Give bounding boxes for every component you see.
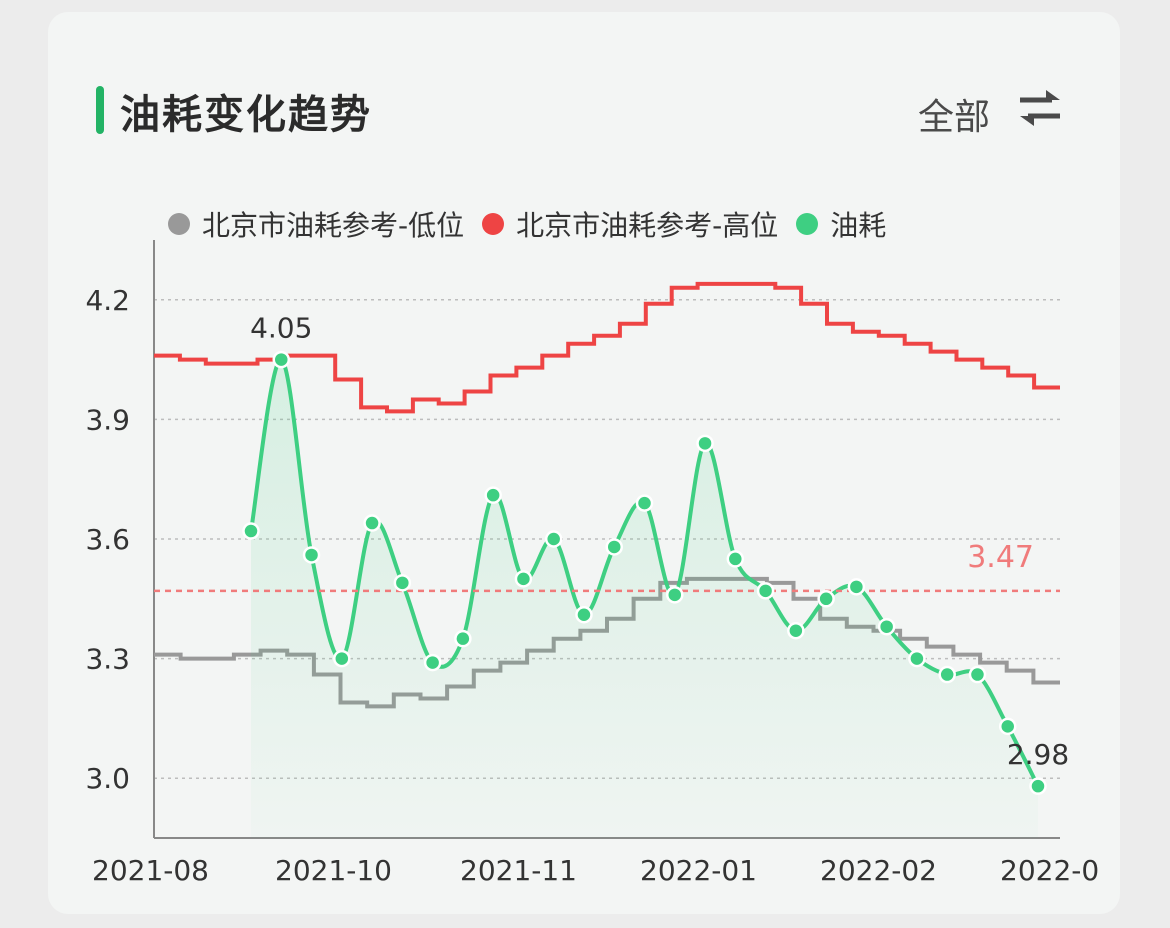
fuel-point-5 [393, 574, 412, 592]
fuel-point-6 [423, 653, 442, 672]
fuel-point-13 [635, 494, 654, 512]
legend-label-low: 北京市油耗参考-低位 [202, 209, 465, 242]
legend-dot-high [482, 213, 505, 235]
legend-item-fuel[interactable]: 油耗 [796, 204, 886, 244]
x-tick-label-1: 2021-10 [275, 854, 392, 887]
fuel-point-12 [605, 538, 623, 556]
fuel-point-2 [302, 546, 321, 564]
fuel-point-19 [817, 590, 835, 608]
chart-legend: 北京市油耗参考-低位 北京市油耗参考-高位 油耗 [168, 204, 988, 244]
legend-label-fuel: 油耗 [830, 209, 887, 242]
fuel-point-23 [938, 665, 956, 684]
fuel-point-22 [908, 649, 926, 668]
x-tick-label-3: 2022-01 [640, 854, 757, 887]
fuel-point-24 [968, 665, 987, 684]
fuel-point-8 [484, 486, 502, 504]
fuel-point-25 [998, 717, 1017, 736]
legend-label-high: 北京市油耗参考-高位 [516, 209, 779, 242]
fuel-point-3 [333, 649, 351, 668]
range-filter-label[interactable]: 全部 [918, 97, 991, 138]
fuel-point-9 [514, 570, 533, 588]
legend-dot-fuel [796, 213, 819, 235]
fuel-point-20 [847, 578, 866, 596]
x-tick-label-4: 2022-02 [820, 854, 937, 887]
fuel-point-10 [544, 530, 563, 548]
y-tick-label-0: 3.0 [85, 762, 130, 795]
y-tick-label-1: 3.3 [85, 643, 130, 676]
max-value-label: 4.05 [250, 312, 312, 345]
title-accent-bar [96, 86, 104, 134]
fuel-trend-chart: 3.0 3.3 3.6 3.9 4.2 2021-08 2021-10 2021-11 2022… [85, 240, 1099, 887]
legend-item-low[interactable]: 北京市油耗参考-低位 [168, 204, 464, 244]
fuel-point-17 [756, 582, 775, 600]
x-tick-label-0: 2021-08 [92, 854, 209, 887]
series-line-high [154, 281, 1060, 414]
fuel-point-1 [272, 350, 291, 369]
y-tick-label-4: 4.2 [85, 284, 130, 317]
fuel-point-14 [666, 586, 684, 604]
x-tick-label-2: 2021-11 [460, 854, 577, 887]
legend-dot-low [168, 213, 190, 235]
min-value-label: 2.98 [1007, 738, 1069, 771]
fuel-point-18 [787, 621, 805, 640]
card-title: 油耗变化趋势 [120, 92, 372, 138]
fuel-point-7 [454, 629, 472, 648]
x-tick-label-5: 2022-0 [1000, 854, 1099, 887]
fuel-point-15 [696, 434, 714, 453]
fuel-point-26 [1029, 777, 1047, 795]
fuel-point-16 [726, 550, 745, 568]
y-tick-label-3: 3.9 [85, 403, 130, 436]
swap-arrows-icon[interactable] [1016, 84, 1064, 132]
y-tick-label-2: 3.6 [85, 523, 130, 556]
fuel-point-0 [242, 522, 260, 540]
legend-item-high[interactable]: 北京市油耗参考-高位 [482, 204, 778, 244]
fuel-trend-card: 油耗变化趋势 全部 北京市油耗参考-低位 北京市油耗参考-高位 油耗 3.0 3.… [48, 12, 1120, 914]
fuel-point-4 [363, 514, 381, 532]
fuel-area-fill [251, 359, 1038, 838]
average-label: 3.47 [967, 540, 1034, 575]
fuel-point-21 [877, 617, 896, 636]
fuel-point-11 [575, 605, 593, 624]
